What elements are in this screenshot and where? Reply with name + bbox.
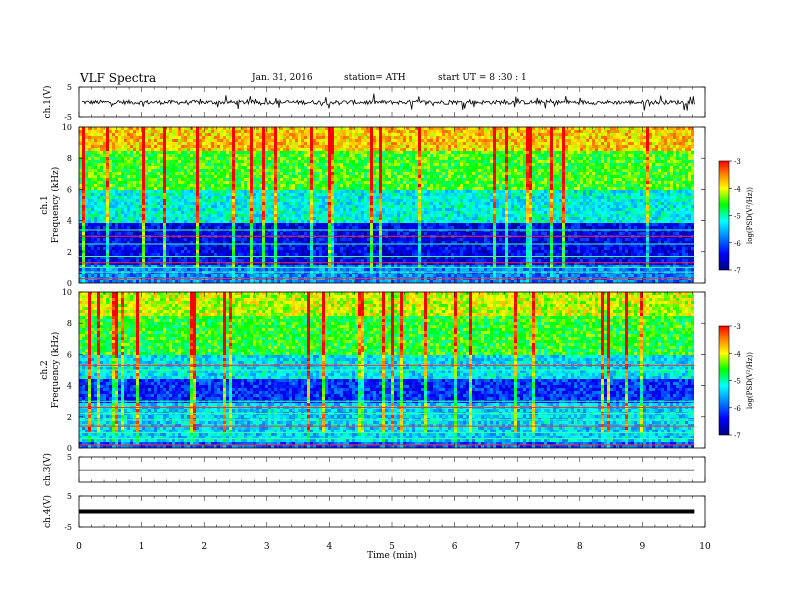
ch1-spectrogram-colorbar-tick-label: -5	[734, 213, 741, 221]
ch4-waveform-ytick-label: -5	[64, 523, 72, 532]
ch2-spectrogram-colorbar-tick-label: -6	[734, 405, 741, 413]
ch2-spectrogram-ytick-label: 8	[67, 319, 72, 328]
ch1-waveform-ytick-label: 5	[67, 83, 72, 92]
x-tick-label: 9	[640, 542, 646, 552]
ch1-spectrogram-ytick-label: 8	[67, 154, 72, 163]
ch2-spectrogram-colorbar-tick-label: -4	[734, 350, 741, 358]
ch2-spectrogram-ylabel2: Frequency (kHz)	[50, 332, 61, 409]
ch2-spectrogram-colorbar-label: log(PSD(V²/Hz))	[746, 352, 754, 409]
ch2-spectrogram-ytick-label: 4	[67, 382, 72, 391]
chart-title: VLF Spectra	[80, 71, 156, 85]
ch1-spectrogram-ytick-label: 0	[67, 279, 72, 288]
station-label: station= ATH	[344, 73, 406, 83]
ch1-spectrogram-colorbar-label: log(PSD(V²/Hz))	[746, 187, 754, 244]
x-tick-label: 4	[327, 542, 333, 552]
ch2-spectrogram-colorbar-tick-label: -7	[734, 432, 741, 440]
ch1-waveform-ytick-label: -5	[64, 113, 72, 122]
ch1-waveform-trace	[81, 93, 695, 111]
x-tick-label: 5	[389, 542, 395, 552]
date-label: Jan. 31, 2016	[252, 73, 313, 83]
x-axis-label: Time (min)	[367, 550, 417, 561]
ch2-spectrogram-colorbar-tick-label: -5	[734, 378, 741, 386]
ch3-waveform-ytick-label: 5	[67, 453, 72, 462]
ch2-spectrogram-ytick-label: 6	[67, 350, 72, 359]
x-tick-label: 10	[699, 542, 711, 552]
ch1-spectrogram-colorbar-tick-label: -7	[734, 267, 741, 275]
ch1-spectrogram-ylabel2: Frequency (kHz)	[50, 167, 61, 244]
x-tick-label: 0	[76, 542, 82, 552]
ch1-spectrogram-ytick-label: 6	[67, 185, 72, 194]
x-tick-label: 2	[201, 542, 207, 552]
ch2-spectrogram-ytick-label: 0	[67, 444, 72, 453]
ch1-waveform-ylabel: ch.1(V)	[42, 86, 53, 119]
ch2-spectrogram-colorbar-tick-label: -3	[734, 323, 741, 331]
ch1-spectrogram-colorbar-tick-label: -3	[734, 158, 741, 166]
ch2-spectrogram-colorbar	[718, 325, 730, 436]
x-tick-label: 1	[139, 542, 145, 552]
ch1-spectrogram-ytick-label: 2	[67, 248, 72, 257]
ch1-spectrogram-ylabel: ch.1	[40, 195, 50, 214]
ch1-spectrogram-colorbar-tick-label: -4	[734, 185, 741, 193]
ch4-waveform-ylabel: ch.4(V)	[42, 495, 53, 528]
ch4-waveform-ytick-label: 5	[67, 492, 72, 501]
x-tick-label: 6	[452, 542, 458, 552]
ch1-spectrogram-ytick-label: 4	[67, 217, 72, 226]
ch1-spectrogram-colorbar-tick-label: -6	[734, 240, 741, 248]
start-time-label: start UT = 8 :30 : 1	[438, 73, 527, 83]
x-tick-label: 7	[514, 542, 520, 552]
x-tick-label: 8	[577, 542, 583, 552]
ch2-spectrogram-ylabel: ch.2	[40, 360, 50, 379]
ch2-spectrogram-ytick-label: 10	[62, 288, 72, 297]
x-tick-label: 3	[264, 542, 270, 552]
ch3-waveform-ylabel: ch.3(V)	[42, 453, 53, 486]
ch2-spectrogram-ytick-label: 2	[67, 413, 72, 422]
ch1-spectrogram-ytick-label: 10	[62, 123, 72, 132]
ch1-spectrogram-colorbar	[718, 160, 730, 271]
